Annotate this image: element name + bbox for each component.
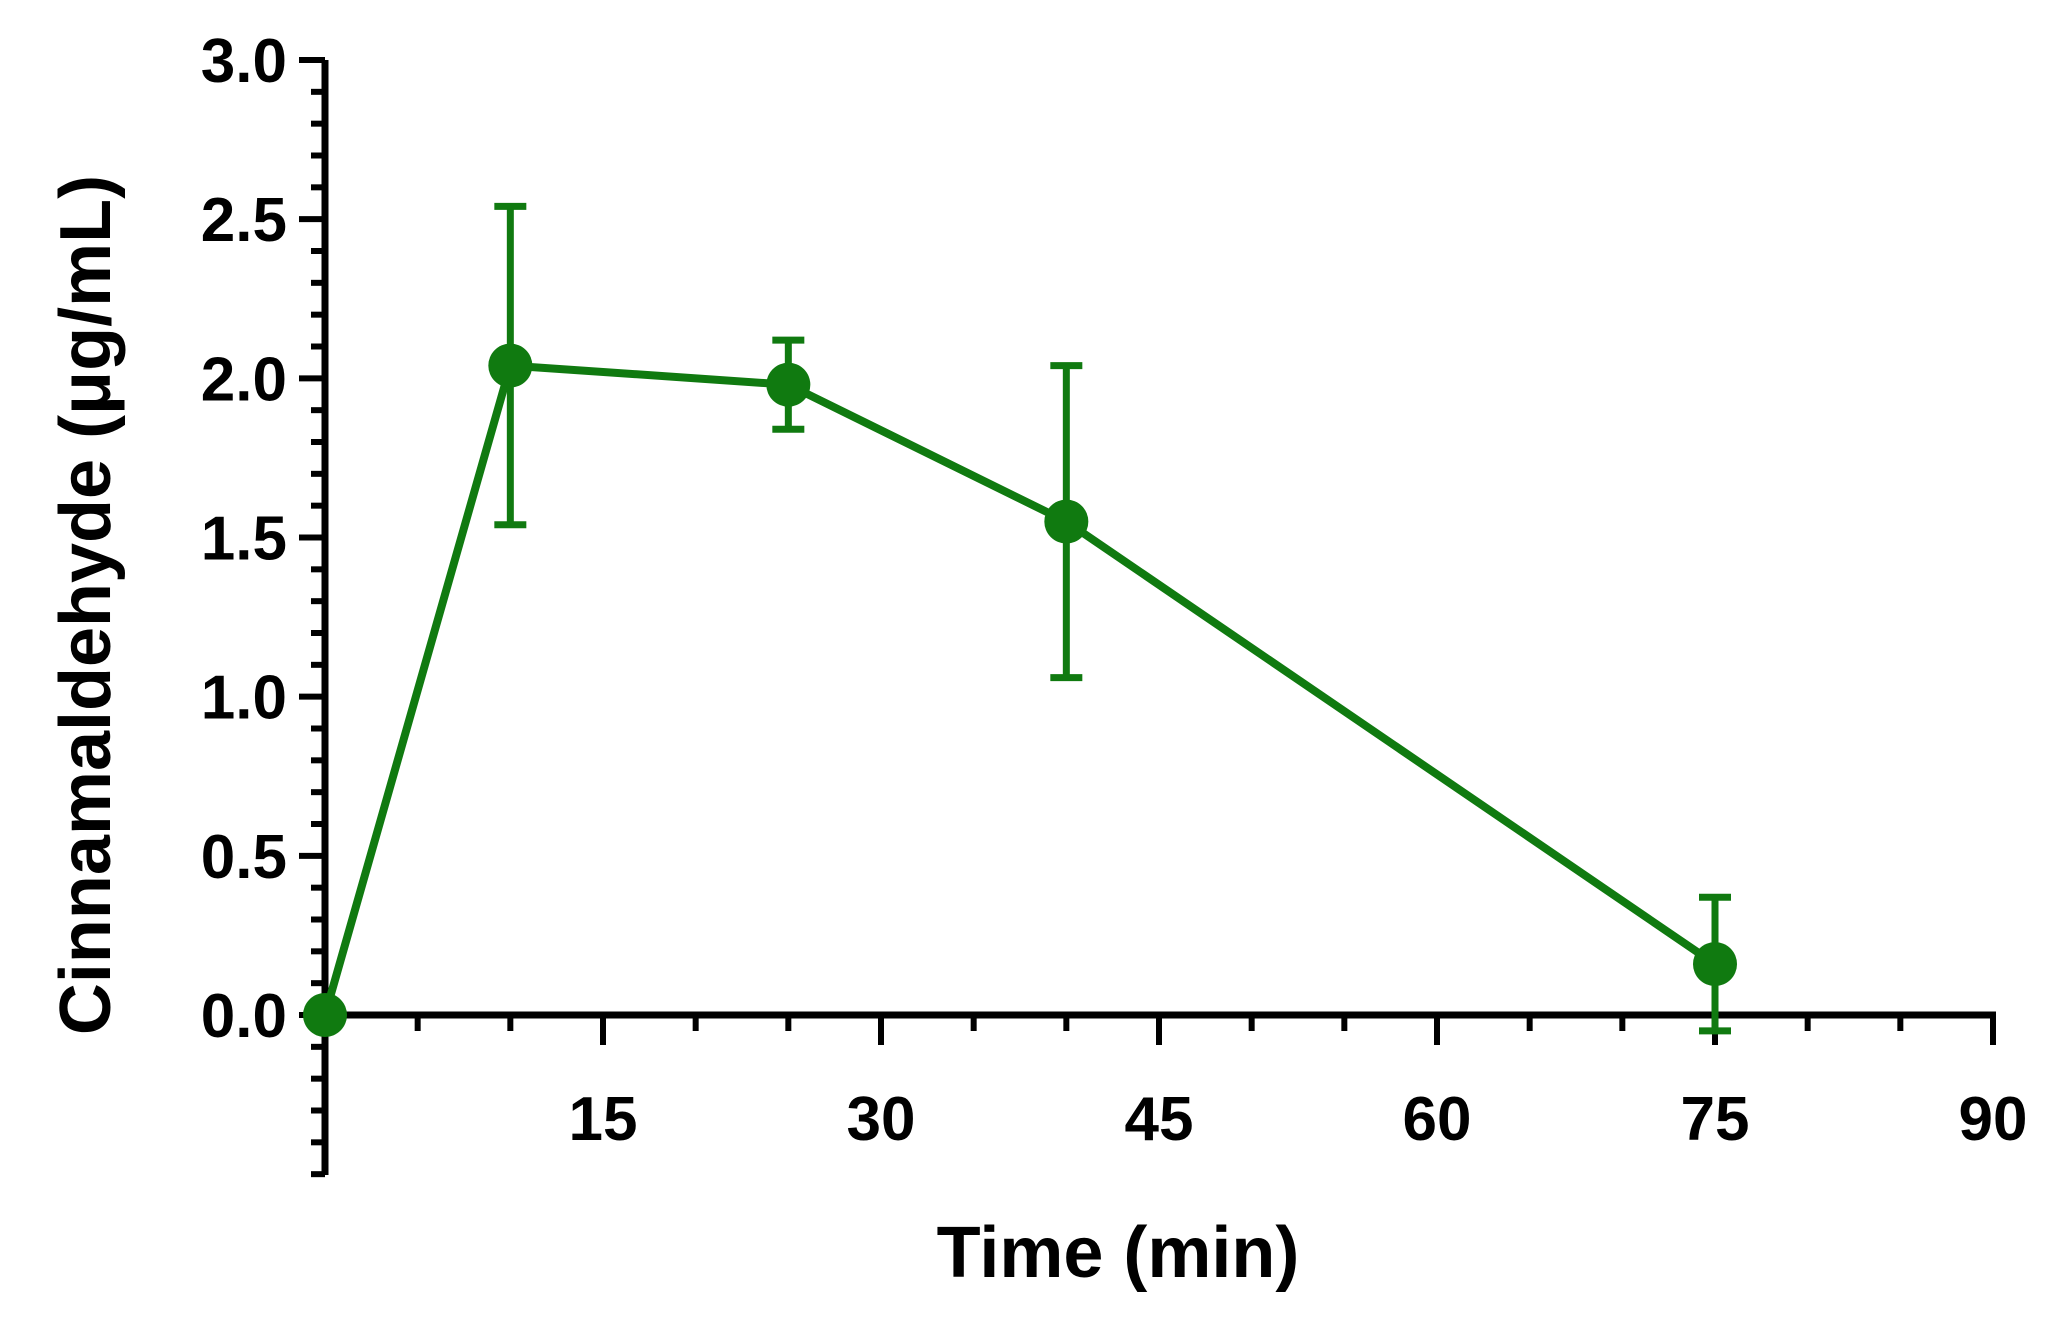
x-tick-label: 30 <box>847 1085 916 1154</box>
data-point <box>766 362 811 407</box>
y-tick-label: 2.0 <box>201 345 287 414</box>
data-point <box>1044 499 1089 544</box>
y-tick-label: 3.0 <box>201 27 287 96</box>
x-tick-label: 90 <box>1959 1085 2028 1154</box>
series-line <box>321 361 1718 1017</box>
x-axis-title: Time (min) <box>937 1213 1300 1293</box>
x-tick-label: 15 <box>569 1085 638 1154</box>
y-tick-label: 2.5 <box>201 186 287 255</box>
y-tick-label: 0.5 <box>201 823 287 892</box>
data-point <box>488 343 533 388</box>
y-tick-label: 1.5 <box>201 505 287 574</box>
tick-labels: 0.0 0.5 1.0 1.5 2.0 2.5 3.0 15 30 45 60 75 90 <box>201 27 2028 1154</box>
y-tick-label: 1.0 <box>201 664 287 733</box>
axes <box>299 57 1996 1178</box>
data-series <box>303 202 1737 1037</box>
data-point <box>303 993 347 1037</box>
x-tick-label: 75 <box>1681 1085 1750 1154</box>
data-point <box>1693 942 1737 987</box>
x-tick-label: 60 <box>1403 1085 1472 1154</box>
y-axis-title: Cinnamaldehyde (μg/mL) <box>46 175 126 1035</box>
x-tick-label: 45 <box>1125 1085 1194 1154</box>
y-tick-label: 0.0 <box>201 982 287 1051</box>
